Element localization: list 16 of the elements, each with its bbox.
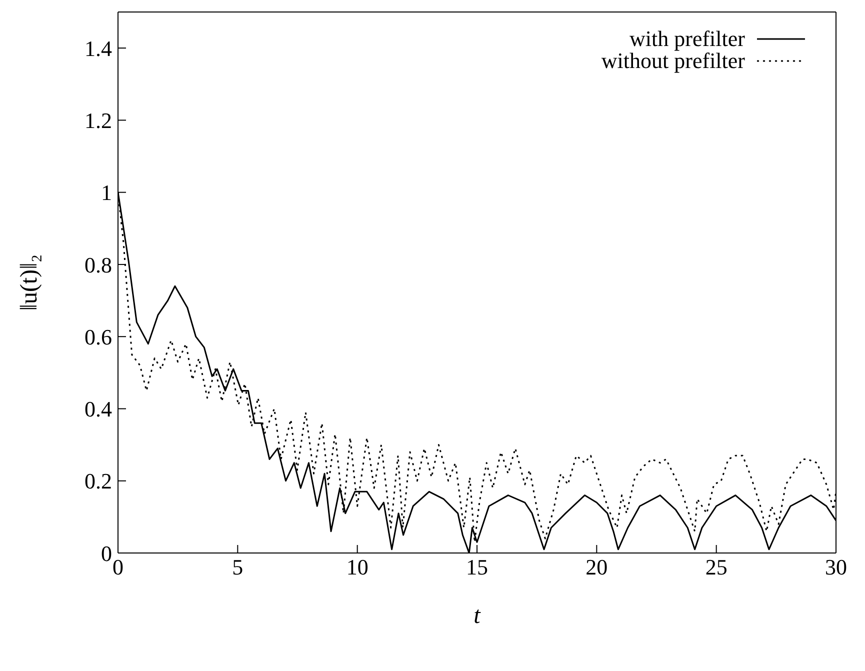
y-tick-label: 1.4 xyxy=(84,36,112,61)
y-tick-label: 0.4 xyxy=(84,396,112,422)
x-tick-label: 10 xyxy=(346,554,368,580)
legend-label: with prefilter xyxy=(630,26,745,51)
x-tick-label: 30 xyxy=(825,554,847,580)
y-tick-label: 0.6 xyxy=(84,324,112,350)
y-tick-label: 0.8 xyxy=(84,252,112,278)
y-tick-label: 1.2 xyxy=(84,108,112,134)
x-axis-title: t xyxy=(474,603,482,629)
y-axis-title: ‖u(t)‖₂ xyxy=(16,254,43,311)
x-tick-label: 20 xyxy=(586,554,608,580)
x-tick-label: 15 xyxy=(466,554,488,580)
x-tick-label: 5 xyxy=(232,554,244,580)
y-tick-label: 0.2 xyxy=(84,468,112,494)
x-tick-label: 25 xyxy=(705,554,728,580)
y-tick-label: 1 xyxy=(101,180,112,206)
